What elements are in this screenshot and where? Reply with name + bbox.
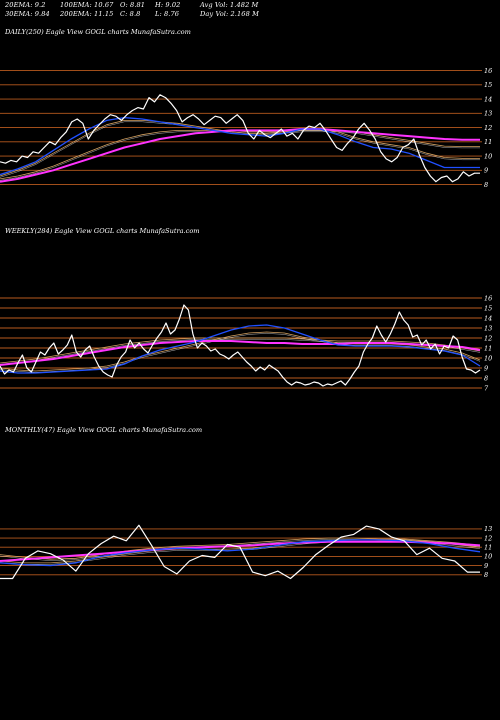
stat-ema200: 200EMA: 11.15 (60, 10, 114, 18)
monthly-ema20-line (0, 539, 481, 567)
stat-day-vol: Day Vol: 2.168 M (200, 10, 259, 18)
weekly-y-tick-label: 16 (484, 294, 492, 302)
stat-avg-vol: Avg Vol: 1.482 M (200, 1, 259, 9)
daily-y-tick-label: 16 (484, 67, 492, 75)
weekly-y-tick-label: 14 (484, 314, 492, 322)
daily-y-tick-label: 14 (484, 95, 492, 103)
monthly-ema200-line (0, 540, 481, 562)
daily-y-tick-label: 11 (484, 138, 492, 146)
monthly-y-tick-label: 11 (484, 544, 492, 552)
weekly-ema200-line (0, 340, 481, 366)
weekly-ema100-line (0, 337, 481, 364)
weekly-y-tick-label: 7 (484, 384, 489, 392)
daily-ema30-line (0, 120, 480, 177)
monthly-y-tick-label: 12 (484, 534, 492, 542)
daily-y-tick-label: 9 (484, 167, 488, 175)
stat-high: H: 9.02 (155, 1, 181, 9)
stat-ema100: 100EMA: 10.67 (60, 1, 114, 9)
monthly-chart-title: MONTHLY(47) Eagle View GOGL charts Munaf… (5, 426, 203, 434)
weekly-y-tick-label: 11 (484, 344, 492, 352)
daily-y-tick-label: 10 (484, 152, 492, 160)
daily-y-tick-label: 15 (484, 81, 492, 89)
daily-ema200-line (0, 128, 480, 183)
weekly-chart-title: WEEKLY(284) Eagle View GOGL charts Munaf… (5, 227, 200, 235)
daily-y-tick-label: 8 (484, 181, 488, 189)
daily-ema20-line (0, 116, 480, 176)
daily-y-tick-label: 12 (484, 124, 492, 132)
stat-low: L: 8.76 (155, 10, 180, 18)
daily-price-line (0, 94, 480, 183)
daily-chart: 16 15 14 13 12 11 10 9 8 (0, 67, 492, 189)
weekly-ema20-line (0, 324, 481, 374)
weekly-y-tick-label: 12 (484, 334, 492, 342)
weekly-y-tick-label: 8 (484, 374, 488, 382)
daily-chart-title: DAILY(250) Eagle View GOGL charts Munafa… (5, 28, 191, 36)
stat-ema20: 20EMA: 9.2 (5, 1, 46, 9)
stat-open: O: 8.81 (120, 1, 146, 9)
stat-ema30: 30EMA: 9.84 (5, 10, 50, 18)
weekly-price-line (0, 304, 481, 387)
weekly-y-tick-label: 13 (484, 324, 492, 332)
daily-y-tick-label: 13 (484, 110, 492, 118)
stat-close: C: 8.8 (120, 10, 141, 18)
weekly-y-tick-label: 9 (484, 364, 488, 372)
weekly-chart: 16 15 14 13 12 11 10 9 8 7 (0, 294, 492, 392)
daily-ema100-line (0, 129, 480, 180)
weekly-y-tick-label: 10 (484, 354, 492, 362)
monthly-y-tick-label: 8 (484, 571, 488, 579)
monthly-price-line (0, 524, 480, 580)
weekly-y-tick-label: 15 (484, 304, 492, 312)
monthly-y-tick-label: 10 (484, 553, 492, 561)
monthly-y-tick-label: 13 (484, 525, 492, 533)
monthly-y-tick-label: 9 (484, 562, 488, 570)
